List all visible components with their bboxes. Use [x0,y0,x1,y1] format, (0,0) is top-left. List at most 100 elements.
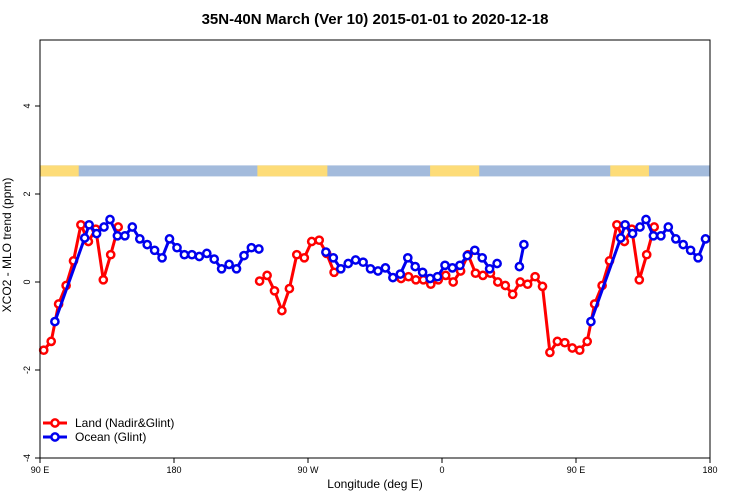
data-point [239,250,249,261]
legend-item: Ocean (Glint) [43,430,146,444]
data-point [462,250,473,261]
data-point [484,263,495,274]
data-point [149,245,160,256]
x-tick-label: 180 [166,465,181,475]
data-point [448,277,459,287]
data-point [492,277,503,287]
data-point [582,336,593,347]
data-point [519,239,529,250]
data-point [314,235,325,246]
data-point [216,263,227,274]
plot-frame [39,39,711,459]
x-axis-label: Longitude (deg E) [327,477,422,491]
data-point [411,274,421,285]
data-point [373,266,383,276]
data-point [700,234,711,244]
data-point [134,234,145,244]
data-point [79,233,90,243]
data-point [410,261,421,272]
data-point [567,343,578,353]
data-point [656,230,666,241]
data-point [321,247,331,257]
data-point [432,271,443,282]
data-point [612,219,622,230]
data-point [254,276,265,286]
data-point [209,254,220,264]
data-point [514,261,525,272]
land-band [40,165,79,177]
data-point [685,245,696,256]
data-point [343,258,354,269]
data-point [194,251,205,262]
y-tick-label: 0 [22,279,32,284]
data-point [46,336,57,347]
x-tick-label: 90 E [31,465,50,475]
legend-item: Land (Nadir&Glint) [43,416,174,430]
data-point [469,245,480,256]
series-line [589,218,707,323]
data-point [395,269,406,279]
series-land [38,219,660,358]
data-point [262,270,272,281]
data-point [586,316,596,327]
data-point [507,289,518,300]
data-point [545,347,555,358]
data-point [425,273,435,284]
data-point [231,263,242,274]
data-point [284,283,295,294]
data-point [470,268,481,279]
data-point [440,260,450,271]
data-point [492,258,502,269]
data-point [84,219,94,230]
y-axis: -4 -2 0 2 4 [22,103,40,462]
y-tick-label: -4 [22,454,32,462]
data-point [328,252,339,263]
data-point [477,252,488,263]
data-point [291,249,302,260]
x-tick-label: 0 [439,465,444,475]
data-point [670,234,681,244]
data-point [455,260,465,271]
data-point [403,271,414,282]
data-point [634,274,645,285]
data-point [172,242,182,253]
data-point [380,263,391,273]
x-tick-label: 90 W [297,465,319,475]
series-ocean [50,214,711,327]
data-point [627,228,638,239]
data-point [201,248,212,259]
data-point [91,228,102,239]
data-point [417,267,428,278]
data-point [574,345,585,356]
data-point [142,239,153,250]
data-point [105,214,115,225]
y-tick-label: 4 [22,103,32,108]
data-point [388,272,398,283]
data-point [402,252,413,263]
data-point [620,219,630,230]
data-point [120,230,130,241]
data-point [641,249,652,260]
data-point [559,337,570,348]
data-point [615,233,626,243]
land-band [257,165,328,177]
land-ocean-strip [40,165,710,177]
data-point [522,279,533,290]
legend: Land (Nadir&Glint)Ocean (Glint) [43,416,174,444]
data-point [164,234,175,244]
data-point [112,230,123,241]
legend-swatch-marker [50,432,60,442]
data-point [306,236,317,247]
legend-swatch-marker [50,418,60,428]
data-point [127,222,138,232]
legend-label: Land (Nadir&Glint) [75,416,174,430]
x-axis: 90 E 180 90 W 0 90 E 180 [31,458,718,475]
data-point [98,274,109,285]
data-point [187,249,197,260]
data-point [648,230,659,241]
data-point [500,280,511,291]
data-point [515,277,526,287]
data-point [50,316,60,327]
data-point [358,257,368,268]
